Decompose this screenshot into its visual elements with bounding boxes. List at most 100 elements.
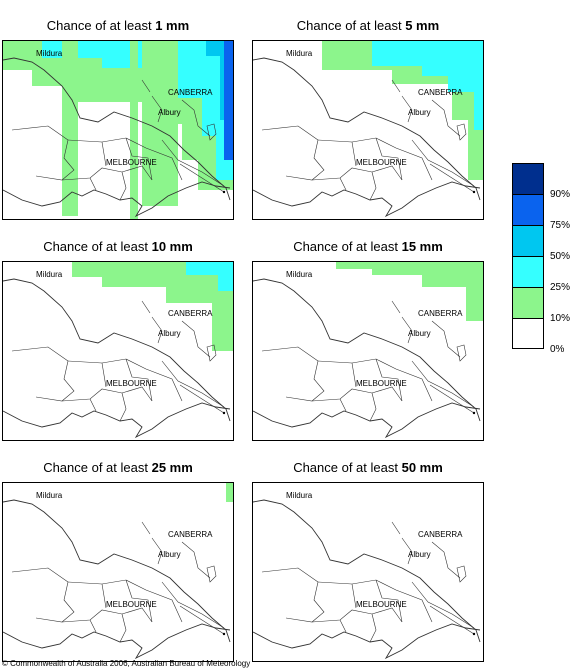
city-label-mildura: Mildura	[286, 491, 313, 500]
city-label-albury: Albury	[158, 329, 181, 338]
district-boundary	[340, 614, 376, 642]
district-boundary	[432, 321, 460, 357]
station-marker	[223, 633, 225, 635]
district-boundary	[182, 321, 210, 357]
district-boundary	[312, 387, 402, 401]
district-boundary	[262, 568, 324, 622]
map-area: Mildura CANBERRA Albury MELBOURNE	[2, 40, 234, 220]
city-label-canberra: CANBERRA	[418, 309, 463, 318]
legend-swatch	[512, 256, 544, 287]
legend-label-25: 25%	[550, 282, 570, 293]
city-label-melbourne: MELBOURNE	[106, 158, 157, 167]
legend-label-50: 50%	[550, 251, 570, 262]
coastline	[253, 403, 480, 437]
map-svg: Mildura CANBERRA Albury MELBOURNE	[2, 261, 234, 441]
act-boundary	[207, 566, 216, 582]
city-label-mildura: Mildura	[286, 49, 313, 58]
probability-shading	[142, 40, 178, 206]
district-boundary	[432, 542, 460, 578]
panel-title: Chance of at least 15 mm	[252, 239, 484, 254]
legend-label-75: 75%	[550, 220, 570, 231]
panel-title-prefix: Chance of at least	[293, 239, 398, 254]
city-label-canberra: CANBERRA	[168, 309, 213, 318]
city-label-melbourne: MELBOURNE	[106, 379, 157, 388]
act-boundary	[457, 345, 466, 361]
state-border-line	[3, 500, 230, 642]
act-boundary	[457, 566, 466, 582]
legend-swatch	[512, 225, 544, 256]
city-label-melbourne: MELBOURNE	[356, 600, 407, 609]
district-boundary	[90, 172, 126, 200]
panel-title: Chance of at least 5 mm	[252, 18, 484, 33]
city-label-mildura: Mildura	[36, 491, 63, 500]
city-label-melbourne: MELBOURNE	[356, 158, 407, 167]
district-boundary	[412, 140, 474, 186]
coastline	[253, 182, 480, 216]
map-area: Mildura CANBERRA Albury MELBOURNE	[252, 261, 484, 441]
station-marker	[473, 191, 475, 193]
district-boundary	[340, 172, 376, 200]
panel-title-prefix: Chance of at least	[43, 460, 148, 475]
district-boundary	[162, 582, 224, 628]
city-label-melbourne: MELBOURNE	[356, 379, 407, 388]
district-boundary	[262, 347, 324, 401]
coastline	[253, 624, 480, 658]
map-svg: Mildura CANBERRA Albury MELBOURNE	[2, 40, 234, 220]
act-boundary	[457, 124, 466, 140]
district-boundary	[412, 582, 474, 628]
probability-shading	[224, 40, 234, 160]
map-svg: Mildura CANBERRA Albury MELBOURNE	[252, 482, 484, 662]
city-label-albury: Albury	[408, 329, 431, 338]
state-border-line	[253, 500, 480, 642]
coastline	[3, 182, 230, 216]
panel-title-amount: 15 mm	[402, 239, 443, 254]
probability-shading	[218, 261, 234, 291]
panel-title-prefix: Chance of at least	[47, 18, 152, 33]
legend-swatches	[512, 163, 544, 349]
panel-title-prefix: Chance of at least	[43, 239, 148, 254]
legend-swatch	[512, 163, 544, 194]
map-area: Mildura CANBERRA Albury MELBOURNE	[2, 482, 234, 662]
city-label-albury: Albury	[158, 550, 181, 559]
station-marker	[223, 412, 225, 414]
district-boundary	[312, 608, 402, 622]
legend-swatch	[512, 194, 544, 225]
city-label-canberra: CANBERRA	[168, 530, 213, 539]
map-frame	[253, 483, 484, 662]
district-boundary	[90, 393, 126, 421]
probability-shading	[474, 40, 484, 130]
panel-title-prefix: Chance of at least	[297, 18, 402, 33]
district-boundary	[62, 387, 152, 401]
district-boundary	[12, 347, 74, 401]
district-boundary	[62, 608, 152, 622]
station-marker	[223, 191, 225, 193]
city-label-albury: Albury	[158, 108, 181, 117]
panel-title: Chance of at least 50 mm	[252, 460, 484, 475]
probability-shading	[62, 40, 78, 216]
city-label-mildura: Mildura	[36, 270, 63, 279]
station-marker	[473, 633, 475, 635]
panel-title: Chance of at least 10 mm	[2, 239, 234, 254]
map-svg: Mildura CANBERRA Albury MELBOURNE	[252, 40, 484, 220]
coastline	[3, 403, 230, 437]
map-svg: Mildura CANBERRA Albury MELBOURNE	[252, 261, 484, 441]
copyright-notice: © Commonwealth of Australia 2006, Austra…	[2, 659, 250, 668]
city-label-canberra: CANBERRA	[418, 88, 463, 97]
panel-title-amount: 25 mm	[152, 460, 193, 475]
panel-title-prefix: Chance of at least	[293, 460, 398, 475]
map-frame	[253, 262, 484, 441]
map-area: Mildura CANBERRA Albury MELBOURNE	[252, 40, 484, 220]
probability-shading	[466, 261, 484, 321]
city-label-canberra: CANBERRA	[168, 88, 213, 97]
district-boundary	[182, 542, 210, 578]
panel-title-amount: 5 mm	[405, 18, 439, 33]
district-boundary	[162, 361, 224, 407]
map-area: Mildura CANBERRA Albury MELBOURNE	[2, 261, 234, 441]
district-boundary	[90, 614, 126, 642]
map-svg: Mildura CANBERRA Albury MELBOURNE	[2, 482, 234, 662]
city-label-mildura: Mildura	[286, 270, 313, 279]
legend-swatch	[512, 318, 544, 349]
district-boundary	[312, 166, 402, 180]
panel-title: Chance of at least 25 mm	[2, 460, 234, 475]
coastline	[3, 624, 230, 658]
